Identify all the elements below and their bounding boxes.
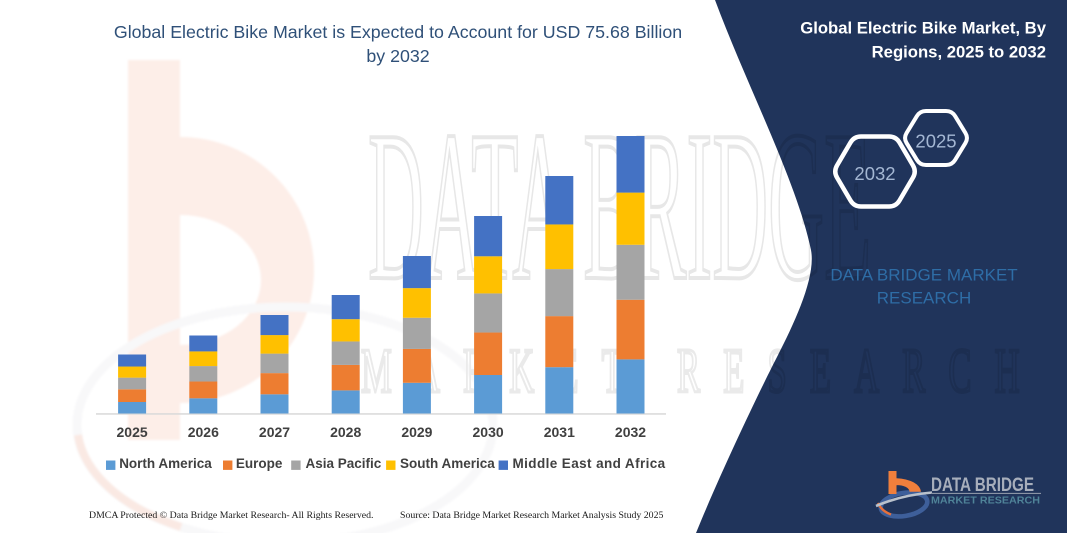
svg-text:2032: 2032 <box>615 424 646 440</box>
svg-text:2027: 2027 <box>259 424 290 440</box>
svg-text:2026: 2026 <box>188 424 219 440</box>
svg-text:2029: 2029 <box>401 424 432 440</box>
svg-text:South America: South America <box>400 456 495 471</box>
svg-text:Middle East and Africa: Middle East and Africa <box>513 456 666 471</box>
svg-text:2030: 2030 <box>473 424 504 440</box>
svg-text:2025: 2025 <box>915 131 956 152</box>
svg-text:Asia Pacific: Asia Pacific <box>306 456 382 471</box>
svg-text:DMCA Protected © Data Bridge M: DMCA Protected © Data Bridge Market Rese… <box>89 510 373 521</box>
svg-text:2025: 2025 <box>117 424 148 440</box>
svg-text:MARKET RESEARCH: MARKET RESEARCH <box>931 495 1040 506</box>
svg-text:Global Electric Bike Market is: Global Electric Bike Market is Expected … <box>114 22 682 42</box>
svg-text:DATA BRIDGE: DATA BRIDGE <box>931 475 1034 496</box>
svg-text:Global Electric Bike Market, B: Global Electric Bike Market, By <box>800 19 1046 38</box>
svg-text:2031: 2031 <box>544 424 575 440</box>
svg-text:2032: 2032 <box>854 163 895 184</box>
svg-text:DATA BRIDGE MARKET: DATA BRIDGE MARKET <box>830 266 1017 285</box>
svg-text:Regions, 2025 to 2032: Regions, 2025 to 2032 <box>872 43 1046 62</box>
svg-text:RESEARCH: RESEARCH <box>877 289 971 308</box>
svg-text:North America: North America <box>119 456 212 471</box>
svg-text:Source: Data Bridge Market Res: Source: Data Bridge Market Research Mark… <box>400 510 663 521</box>
svg-text:Europe: Europe <box>236 456 283 471</box>
svg-text:by 2032: by 2032 <box>366 46 429 66</box>
svg-text:2028: 2028 <box>330 424 361 440</box>
